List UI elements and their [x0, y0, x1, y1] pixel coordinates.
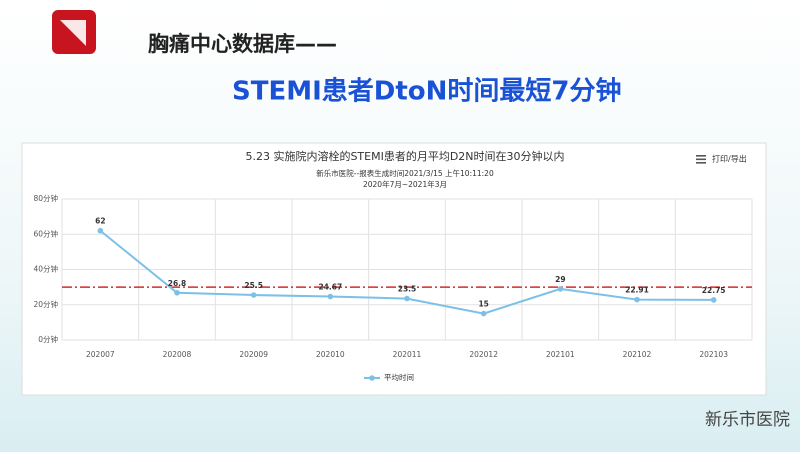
- menu-icon[interactable]: [696, 155, 706, 164]
- data-label: 62: [95, 217, 105, 226]
- data-label: 23.5: [398, 285, 417, 294]
- x-tick-label: 202007: [86, 350, 115, 359]
- data-label: 15: [478, 300, 488, 309]
- x-tick-label: 202010: [316, 350, 345, 359]
- data-point: [250, 292, 257, 298]
- legend-label: 平均时间: [384, 372, 414, 382]
- data-point: [327, 293, 334, 300]
- logo: [52, 10, 96, 54]
- chart-subtitle: 新乐市医院--报表生成时间2021/3/15 上午10:11:20: [316, 168, 494, 178]
- watermark: 新乐市医院: [705, 410, 790, 430]
- data-point: [404, 295, 410, 302]
- y-tick-label: 20分钟: [33, 299, 58, 309]
- data-label: 29: [555, 275, 565, 284]
- y-tick-label: 40分钟: [33, 264, 58, 274]
- data-point: [480, 310, 487, 317]
- legend-marker: [369, 375, 375, 381]
- menu-button[interactable]: 打印/导出: [712, 154, 747, 164]
- data-label: 22.75: [702, 286, 726, 295]
- data-label: 22.91: [625, 286, 649, 295]
- data-point: [97, 227, 104, 234]
- y-tick-label: 60分钟: [33, 228, 58, 238]
- data-point: [174, 289, 180, 296]
- x-tick-label: 202103: [699, 350, 728, 359]
- y-tick-label: 80分钟: [33, 193, 58, 203]
- data-point: [634, 296, 640, 303]
- data-label: 24.67: [318, 283, 342, 292]
- data-label: 26.8: [168, 279, 187, 288]
- data-point: [710, 297, 717, 303]
- x-tick-label: 202008: [163, 350, 192, 359]
- chart-title: 5.23 实施院内溶栓的STEMI患者的月平均D2N时间在30分钟以内: [245, 149, 564, 163]
- x-tick-label: 202009: [239, 350, 268, 359]
- x-tick-label: 202011: [393, 350, 422, 359]
- y-tick-label: 0分钟: [38, 334, 58, 344]
- x-tick-label: 202102: [623, 350, 652, 359]
- slide-subtitle: STEMI患者DtoN时间最短7分钟: [232, 76, 622, 107]
- x-tick-label: 202012: [469, 350, 498, 359]
- chart-period: 2020年7月~2021年3月: [363, 179, 447, 189]
- data-point: [557, 286, 564, 292]
- data-label: 25.5: [244, 281, 263, 290]
- x-tick-label: 202101: [546, 350, 575, 359]
- slide-title: 胸痛中心数据库——: [148, 32, 337, 56]
